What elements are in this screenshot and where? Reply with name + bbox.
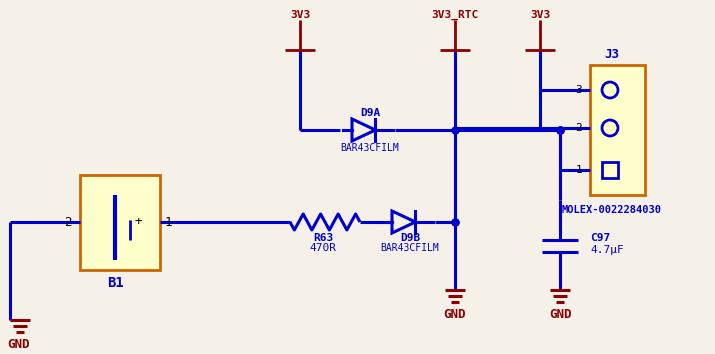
Text: 3: 3 xyxy=(576,85,582,95)
Text: 3V3: 3V3 xyxy=(530,10,550,20)
Text: D9A: D9A xyxy=(360,108,380,118)
Text: GND: GND xyxy=(444,308,466,321)
Text: B1: B1 xyxy=(107,276,124,290)
Text: 1: 1 xyxy=(576,165,582,175)
Text: 2: 2 xyxy=(576,123,582,133)
Text: 1: 1 xyxy=(164,216,172,228)
Text: BAR43CFILM: BAR43CFILM xyxy=(340,143,400,153)
Text: +: + xyxy=(134,216,142,228)
Bar xyxy=(602,162,618,178)
Text: GND: GND xyxy=(6,338,29,352)
Text: D9B: D9B xyxy=(400,233,420,243)
Text: C97: C97 xyxy=(590,233,610,243)
Text: 3V3: 3V3 xyxy=(290,10,310,20)
Text: GND: GND xyxy=(548,308,571,321)
Text: 4.7μF: 4.7μF xyxy=(590,245,623,255)
Bar xyxy=(80,175,160,270)
Text: 470R: 470R xyxy=(310,243,337,253)
Text: J3: J3 xyxy=(604,48,619,62)
Text: R63: R63 xyxy=(313,233,333,243)
Bar xyxy=(590,65,645,195)
Text: BAR43CFILM: BAR43CFILM xyxy=(380,243,440,253)
Text: MOLEX-0022284030: MOLEX-0022284030 xyxy=(562,205,662,215)
Text: 2: 2 xyxy=(64,216,72,228)
Text: 3V3_RTC: 3V3_RTC xyxy=(431,10,478,20)
